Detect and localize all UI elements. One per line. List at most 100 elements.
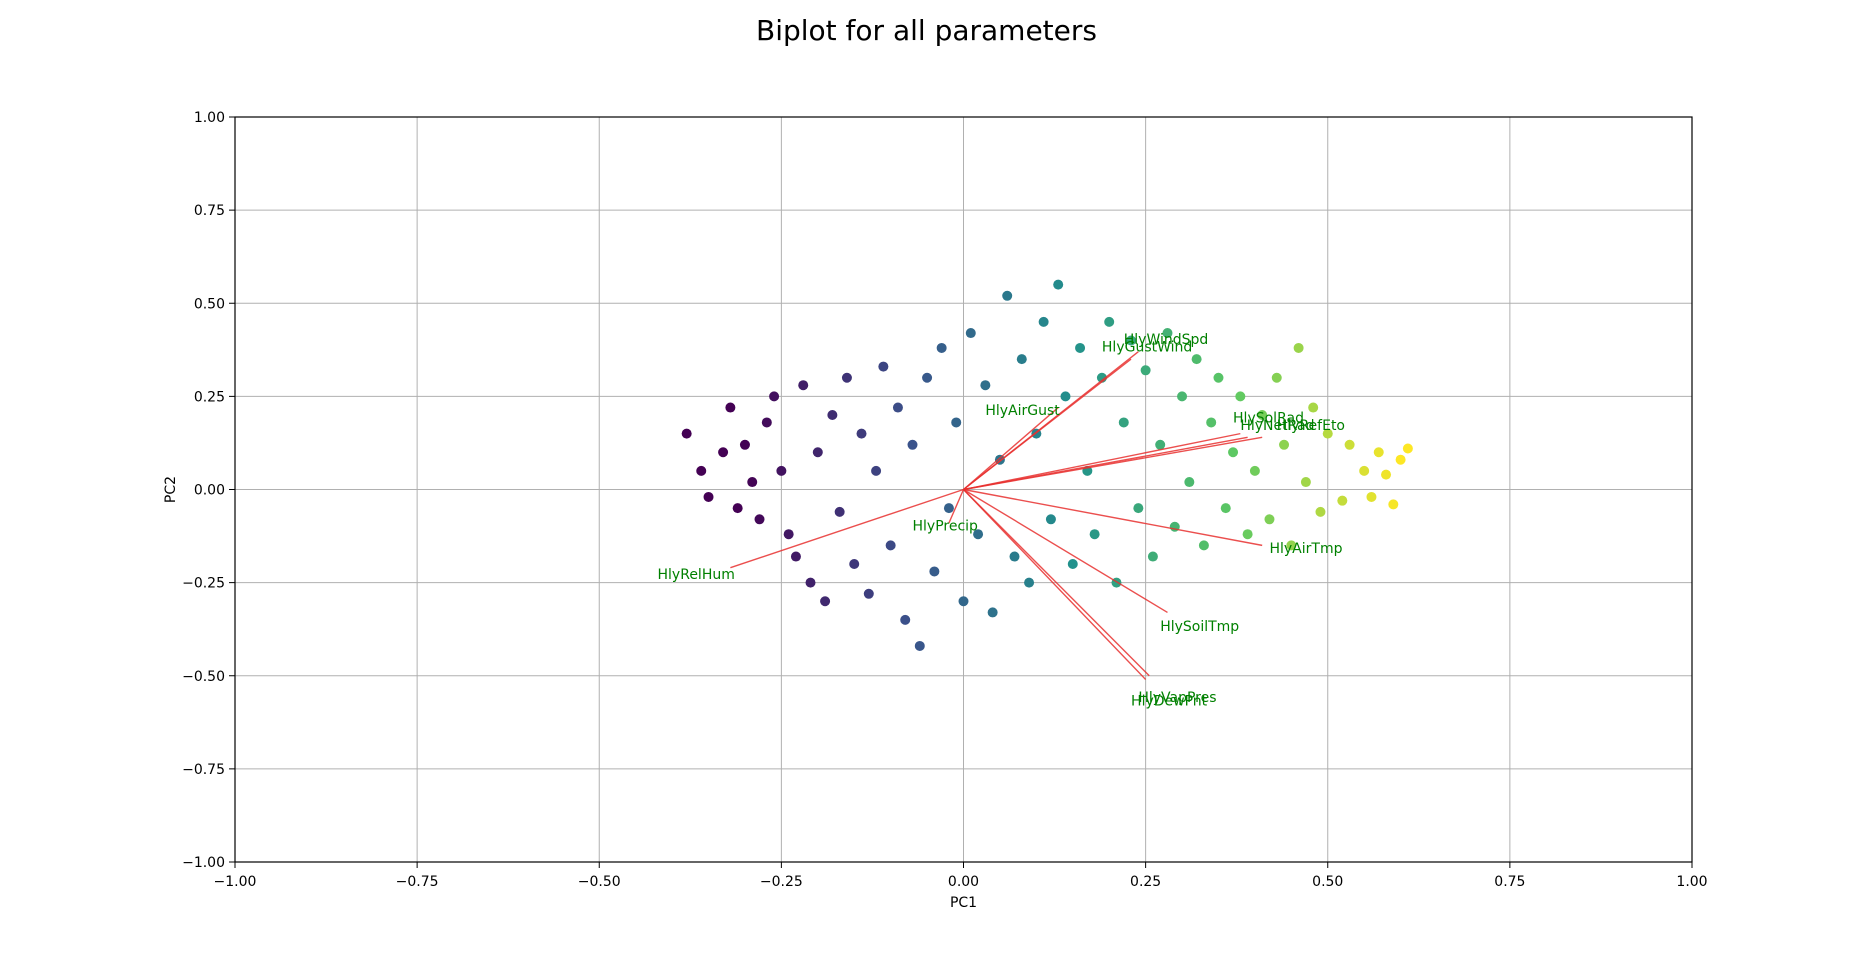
loading-arrow: [963, 489, 1150, 677]
score-point: [1009, 551, 1020, 562]
loading-label: HlySoilTmp: [1160, 619, 1239, 635]
loading-arrow: [948, 489, 965, 524]
y-tick-label: 0.00: [194, 483, 225, 499]
score-point: [1395, 454, 1406, 465]
score-point: [1198, 540, 1209, 551]
score-point: [1053, 279, 1064, 290]
score-point: [1359, 465, 1370, 476]
score-point: [812, 447, 823, 458]
loading-label: HlyAirTmp: [1269, 541, 1342, 557]
x-tick-label: 1.00: [1676, 874, 1707, 890]
score-point: [1184, 477, 1195, 488]
score-point: [943, 503, 954, 514]
score-point: [965, 328, 976, 339]
score-point: [1067, 559, 1078, 569]
score-point: [1388, 499, 1399, 510]
loading-arrows: [730, 351, 1263, 680]
score-point: [1191, 354, 1202, 365]
score-point: [1402, 443, 1413, 454]
score-point: [1381, 469, 1392, 480]
loading-label: HlyAirGust: [985, 403, 1060, 419]
score-point: [1293, 342, 1304, 353]
score-point: [849, 559, 860, 569]
score-point: [1155, 439, 1166, 450]
loading-label: HlyWindSpd: [1124, 332, 1209, 348]
score-point: [1249, 465, 1260, 476]
score-point: [1271, 372, 1282, 383]
score-point: [1344, 439, 1355, 450]
score-point: [1016, 354, 1027, 365]
x-tick-label: 0.75: [1494, 874, 1525, 890]
y-axis-label: PC2: [163, 476, 179, 503]
score-point: [987, 607, 998, 618]
score-point: [1337, 495, 1348, 506]
score-point: [1213, 372, 1224, 383]
score-point: [696, 465, 707, 476]
x-tick-label: −0.25: [760, 874, 803, 890]
x-tick-label: −0.75: [396, 874, 439, 890]
score-point: [892, 402, 903, 413]
loading-label: HlyVapPres: [1138, 690, 1216, 706]
x-tick-label: 0.50: [1312, 874, 1343, 890]
score-point: [1162, 328, 1173, 339]
loading-label: HlySolRad: [1233, 410, 1304, 426]
score-point: [1286, 540, 1297, 551]
score-points: [681, 279, 1413, 651]
loading-arrow: [730, 488, 964, 569]
score-point: [725, 402, 736, 413]
score-point: [1118, 417, 1129, 428]
loading-arrow: [963, 432, 1241, 491]
score-point: [769, 391, 780, 402]
y-tick-label: −0.50: [182, 669, 225, 685]
score-point: [798, 380, 809, 391]
score-point: [1257, 410, 1268, 420]
score-point: [841, 372, 852, 383]
score-point: [820, 596, 831, 607]
score-point: [1147, 551, 1158, 562]
score-point: [936, 342, 947, 353]
score-point: [1322, 428, 1333, 439]
score-point: [929, 566, 940, 577]
score-point: [681, 428, 692, 439]
loading-label: HlyNetRad: [1240, 418, 1314, 434]
score-point: [1060, 391, 1071, 402]
loading-arrow: [963, 488, 1263, 547]
loading-arrow: [963, 407, 1059, 491]
score-point: [1075, 342, 1086, 353]
score-point: [1002, 290, 1013, 301]
score-point: [885, 540, 896, 551]
score-point: [718, 447, 729, 458]
score-point: [914, 640, 925, 651]
score-point: [790, 551, 801, 562]
score-point: [1045, 514, 1056, 525]
score-point: [958, 596, 969, 607]
score-point: [747, 477, 758, 488]
score-point: [856, 428, 867, 439]
score-point: [776, 465, 787, 476]
score-point: [805, 577, 816, 588]
loading-arrow: [962, 489, 1147, 680]
y-tick-label: −0.75: [182, 762, 225, 778]
score-point: [827, 410, 838, 420]
score-point: [1133, 503, 1144, 514]
score-point: [900, 614, 911, 625]
score-point: [1235, 391, 1246, 402]
loading-label: HlyDewPnt: [1131, 694, 1208, 710]
score-point: [863, 588, 874, 599]
loading-arrow: [963, 436, 1263, 491]
score-point: [1300, 477, 1311, 488]
chart-title: Biplot for all parameters: [756, 14, 1097, 47]
score-point: [732, 503, 743, 514]
score-point: [973, 529, 984, 540]
score-point: [1104, 316, 1115, 327]
score-point: [703, 491, 714, 502]
axis-ticks: −1.00 −0.75 −0.50 −0.25 0.00 0.25 0.50 0.75 1.00…: [182, 110, 1707, 890]
y-tick-label: 0.75: [194, 203, 225, 219]
score-point: [1024, 577, 1035, 588]
y-tick-label: 0.25: [194, 389, 225, 405]
score-point: [1228, 447, 1239, 458]
score-point: [922, 372, 933, 383]
x-tick-label: 0.25: [1130, 874, 1161, 890]
